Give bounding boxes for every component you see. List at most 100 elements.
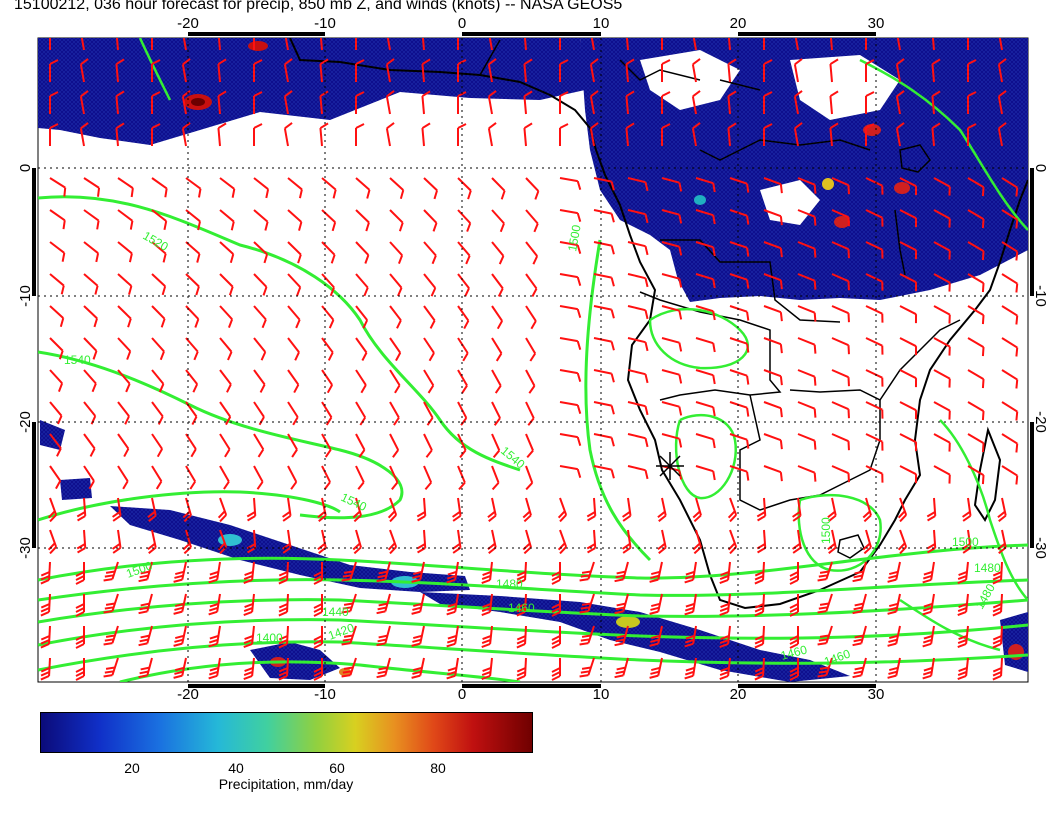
- wind-barb: [147, 497, 157, 522]
- wind-barb: [899, 273, 918, 292]
- wind-barb: [756, 497, 767, 522]
- wind-barb: [763, 369, 783, 386]
- wind-barb: [287, 273, 302, 296]
- wind-barb: [559, 177, 582, 190]
- wind-barb: [614, 561, 629, 583]
- wind-barb: [657, 497, 667, 522]
- wind-barb: [49, 401, 63, 425]
- wind-barb: [341, 593, 357, 614]
- wind-barb: [997, 58, 1007, 83]
- wind-barb: [49, 38, 51, 50]
- wind-barb: [352, 529, 362, 555]
- wind-barb: [729, 433, 750, 449]
- wind-barb: [967, 401, 985, 421]
- wind-barb: [208, 625, 221, 648]
- wind-barb: [355, 241, 370, 264]
- wind-barb: [283, 58, 293, 83]
- wind-barb: [862, 497, 872, 523]
- wind-barb: [852, 593, 867, 615]
- wind-barb: [487, 497, 497, 522]
- wind-barb: [283, 90, 293, 115]
- wind-barb: [243, 657, 255, 680]
- wind-barb: [355, 177, 371, 199]
- wind-barb: [931, 90, 941, 115]
- wind-barb: [208, 593, 221, 616]
- lat-tick-right: -30: [1032, 537, 1049, 559]
- wind-barb: [614, 593, 629, 615]
- lon-tick-top: -10: [314, 15, 336, 32]
- wind-barb: [219, 465, 230, 490]
- wind-barb: [589, 38, 595, 51]
- forecast-map: -20 -10 0 10 20 30 -20 -10 0 10 20 30 0 …: [17, 15, 1049, 700]
- wind-barb: [457, 123, 467, 146]
- wind-barb: [926, 529, 937, 554]
- wind-barb: [355, 38, 357, 50]
- wind-barb: [487, 38, 493, 51]
- wind-barb: [661, 401, 683, 416]
- wind-barb: [487, 90, 497, 115]
- wind-barb: [763, 209, 783, 226]
- wind-barb: [253, 465, 264, 490]
- wind-barb: [661, 433, 683, 448]
- wind-barb: [551, 594, 561, 617]
- wind-barb: [83, 305, 99, 328]
- country-border: [879, 319, 961, 401]
- wind-barb: [389, 273, 403, 297]
- wind-barb: [219, 401, 232, 426]
- precip-small-2: [40, 420, 65, 450]
- wind-barb: [523, 90, 533, 115]
- wind-barb: [117, 465, 129, 490]
- wind-barb: [151, 273, 167, 296]
- lake-victoria: [899, 144, 931, 173]
- wind-barb: [49, 369, 64, 392]
- wind-barb: [49, 241, 66, 262]
- wind-barb: [579, 625, 595, 646]
- wind-barb: [83, 401, 97, 425]
- wind-barb: [895, 58, 905, 83]
- wind-barb: [173, 593, 187, 615]
- wind-barb: [695, 177, 716, 193]
- wind-barb: [151, 337, 165, 361]
- wind-barb: [181, 38, 187, 51]
- wind-barb: [481, 593, 493, 616]
- wind-barb: [49, 433, 62, 457]
- wind-barb: [423, 465, 433, 491]
- wind-barb: [793, 58, 803, 83]
- wind-barb: [691, 90, 701, 115]
- wind-barb: [593, 433, 615, 447]
- country-border: [739, 389, 881, 511]
- wind-barb: [185, 209, 201, 231]
- wind-barb: [217, 38, 221, 51]
- wind-barb: [831, 273, 850, 291]
- contour-label: 1500: [565, 223, 583, 252]
- wind-barb: [627, 369, 649, 384]
- wind-barb: [151, 177, 168, 198]
- wind-barb: [763, 337, 783, 354]
- wind-barb: [481, 625, 493, 648]
- wind-barb: [523, 38, 527, 51]
- wind-barb: [1001, 209, 1019, 229]
- wind-barb: [727, 90, 737, 115]
- wind-barb: [319, 90, 329, 115]
- wind-barb: [831, 337, 850, 355]
- wind-barb: [593, 401, 615, 415]
- wind-barb: [446, 657, 459, 680]
- wind-barb: [695, 241, 716, 257]
- wind-barb: [352, 497, 362, 523]
- wind-barb: [117, 241, 133, 263]
- wind-barb: [899, 337, 918, 356]
- wind-barb: [967, 305, 985, 325]
- wind-barb: [112, 497, 122, 522]
- lon-tick-top: -20: [177, 15, 199, 32]
- wind-barb: [76, 497, 87, 522]
- wind-barb: [355, 59, 365, 82]
- wind-barb: [865, 337, 884, 355]
- wind-barb: [622, 529, 632, 554]
- lon-tick-bottom: 10: [593, 686, 610, 700]
- wind-barb: [931, 122, 941, 147]
- wind-barb: [797, 337, 817, 354]
- wind-barb: [481, 561, 493, 584]
- wind-barb: [627, 401, 649, 416]
- wind-barb: [457, 337, 469, 362]
- wind-barb: [355, 305, 369, 329]
